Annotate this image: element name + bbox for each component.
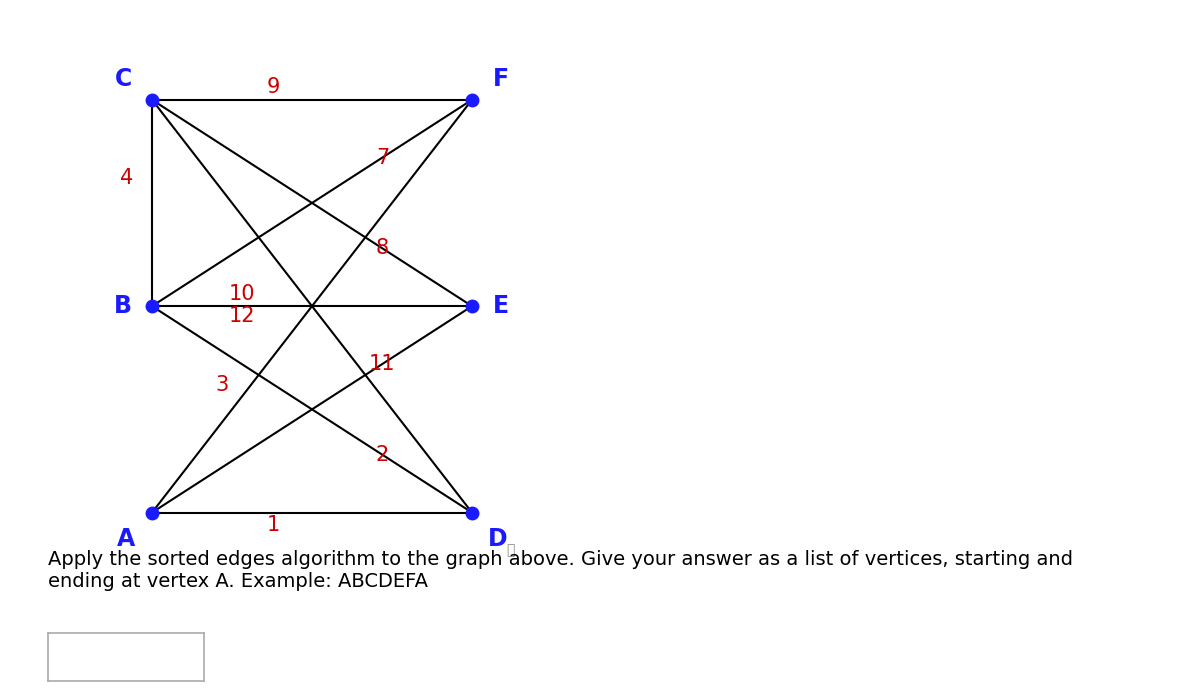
Text: Apply the sorted edges algorithm to the graph above. Give your answer as a list : Apply the sorted edges algorithm to the …	[48, 550, 1073, 592]
Text: 11: 11	[370, 354, 396, 374]
Text: A: A	[118, 528, 136, 551]
Text: C: C	[114, 67, 132, 91]
Text: 7: 7	[376, 147, 389, 168]
Text: 9: 9	[266, 77, 281, 98]
Text: 4: 4	[120, 168, 133, 189]
Text: D: D	[487, 528, 508, 551]
Text: 12: 12	[228, 306, 254, 327]
Text: 8: 8	[376, 238, 389, 259]
Text: 🔍: 🔍	[506, 543, 515, 557]
Text: 3: 3	[216, 374, 229, 395]
Text: F: F	[493, 67, 509, 91]
Text: B: B	[114, 294, 132, 318]
Text: 10: 10	[228, 283, 254, 304]
Text: E: E	[493, 294, 509, 318]
Text: 2: 2	[376, 444, 389, 465]
Text: 1: 1	[266, 515, 281, 535]
